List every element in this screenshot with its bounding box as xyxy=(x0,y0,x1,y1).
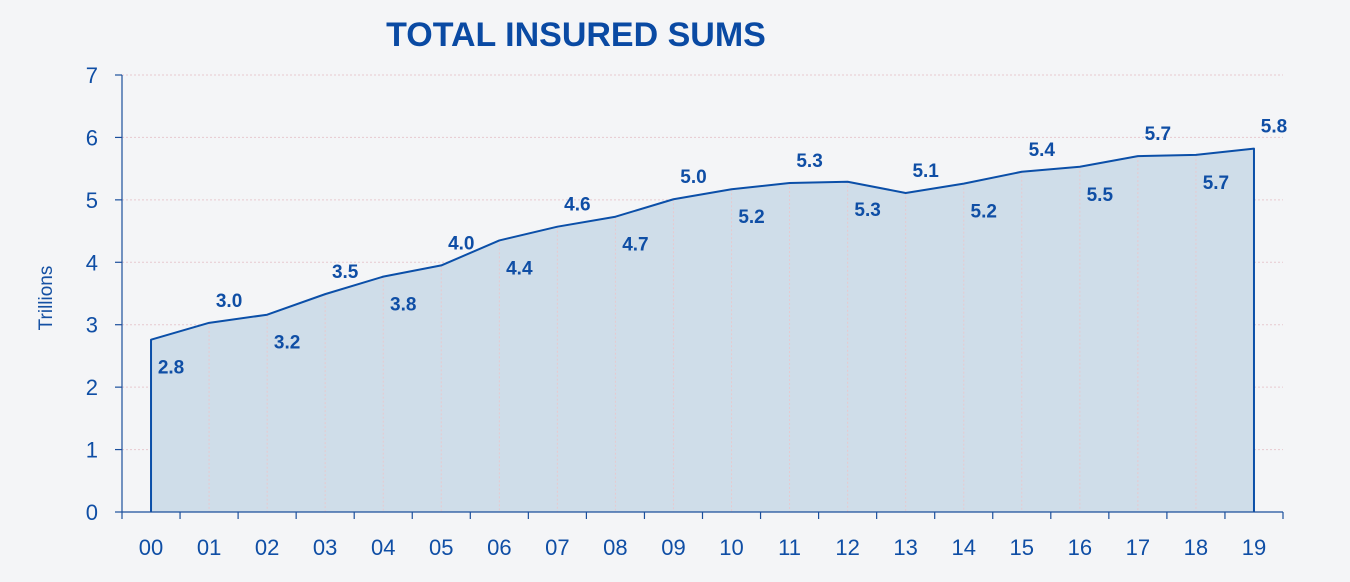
x-tick-label-15: 15 xyxy=(1010,535,1034,560)
x-tick-label-18: 18 xyxy=(1184,535,1208,560)
y-tick-label-7: 7 xyxy=(86,63,98,88)
x-tick-label-19: 19 xyxy=(1242,535,1266,560)
data-label-03: 3.5 xyxy=(332,262,359,283)
data-label-01: 3.0 xyxy=(216,291,242,312)
x-tick-label-12: 12 xyxy=(835,535,859,560)
data-label-14: 5.2 xyxy=(971,202,997,223)
y-tick-label-1: 1 xyxy=(86,438,98,463)
x-tick-label-05: 05 xyxy=(429,535,453,560)
data-label-05: 4.0 xyxy=(448,233,474,254)
data-label-04: 3.8 xyxy=(390,295,416,316)
data-label-13: 5.1 xyxy=(912,161,939,182)
y-tick-label-2: 2 xyxy=(86,375,98,400)
x-tick-label-09: 09 xyxy=(661,535,685,560)
data-label-00: 2.8 xyxy=(158,358,184,379)
x-tick-label-03: 03 xyxy=(313,535,337,560)
x-tick-label-07: 07 xyxy=(545,535,569,560)
x-tick-label-11: 11 xyxy=(778,535,801,560)
y-tick-label-3: 3 xyxy=(86,313,98,338)
data-label-06: 4.4 xyxy=(506,258,533,279)
x-tick-label-06: 06 xyxy=(487,535,511,560)
y-tick-label-5: 5 xyxy=(86,188,98,213)
data-label-08: 4.7 xyxy=(622,235,648,256)
data-label-15: 5.4 xyxy=(1029,140,1056,161)
x-tick-label-02: 02 xyxy=(255,535,279,560)
x-tick-label-08: 08 xyxy=(603,535,627,560)
x-tick-label-17: 17 xyxy=(1126,535,1150,560)
x-tick-label-13: 13 xyxy=(893,535,917,560)
data-label-17: 5.7 xyxy=(1145,124,1171,145)
data-label-12: 5.3 xyxy=(854,200,880,221)
x-tick-label-10: 10 xyxy=(719,535,743,560)
y-tick-label-0: 0 xyxy=(86,500,98,525)
chart-title: TOTAL INSURED SUMS xyxy=(386,16,766,54)
data-label-18: 5.7 xyxy=(1203,173,1229,194)
data-label-07: 4.6 xyxy=(564,195,590,216)
data-label-09: 5.0 xyxy=(680,167,706,188)
x-tick-label-01: 01 xyxy=(197,535,221,560)
plot-area xyxy=(150,147,1255,512)
x-tick-label-04: 04 xyxy=(371,535,395,560)
x-tick-label-14: 14 xyxy=(951,535,975,560)
data-label-02: 3.2 xyxy=(274,333,300,354)
data-labels: 2.8 3.0 3.2 3.5 3.8 4.0 4.4 4.6 4.7 5.0 5.2 5.3 5.3 5… xyxy=(158,117,1287,379)
x-tick-label-00: 00 xyxy=(139,535,163,560)
y-tick-label-4: 4 xyxy=(86,250,98,275)
data-label-16: 5.5 xyxy=(1087,185,1114,206)
data-label-19: 5.8 xyxy=(1261,117,1287,138)
area-fill xyxy=(151,148,1254,512)
data-label-11: 5.3 xyxy=(796,151,822,172)
x-tick-label-16: 16 xyxy=(1068,535,1092,560)
data-label-10: 5.2 xyxy=(738,207,764,228)
y-axis-label: Trillions xyxy=(36,266,57,331)
series-line xyxy=(150,147,1255,512)
y-tick-label-6: 6 xyxy=(86,125,98,150)
